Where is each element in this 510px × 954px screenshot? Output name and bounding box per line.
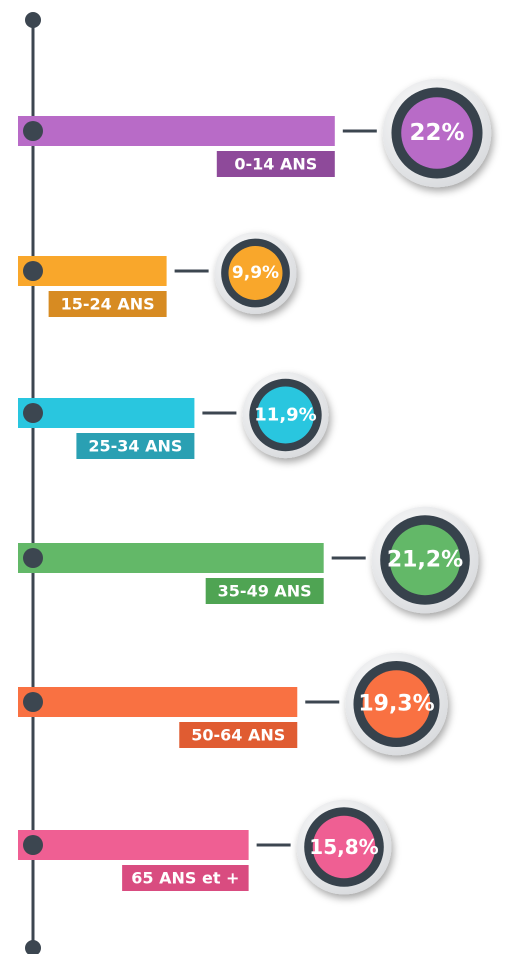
bar-dot-core [23,403,43,423]
badge [228,246,283,300]
bar-dot-core [23,261,43,281]
category-box [216,151,335,177]
value-label: 19,3% [358,692,434,717]
bar-dot-core [23,692,43,712]
timeline-end [25,940,41,954]
category-label: 25-34 ANS [88,437,182,456]
bar [18,687,298,717]
badge [312,815,376,879]
bar-dot-core [23,548,43,568]
category-label: 35-49 ANS [218,582,312,601]
category-label: 0-14 ANS [234,155,317,174]
badge [257,386,314,444]
bar [18,830,249,860]
badge [389,524,461,596]
category-box [122,865,249,891]
bar [18,543,324,573]
category-box [205,578,324,604]
badge [401,97,473,169]
bar [18,116,335,146]
value-label: 9,9% [232,263,279,283]
value-label: 21,2% [387,548,463,573]
value-label: 11,9% [254,405,316,426]
category-box [76,433,195,459]
value-label: 15,8% [309,835,378,859]
category-label: 15-24 ANS [61,295,155,314]
category-label: 50-64 ANS [191,726,285,745]
category-box [48,291,167,317]
value-label: 22% [409,120,464,146]
badge [362,670,431,738]
category-box [179,722,298,748]
bar-dot-core [23,121,43,141]
bar-dot-core [23,835,43,855]
timeline-end [25,12,41,28]
category-label: 65 ANS et + [131,869,239,888]
